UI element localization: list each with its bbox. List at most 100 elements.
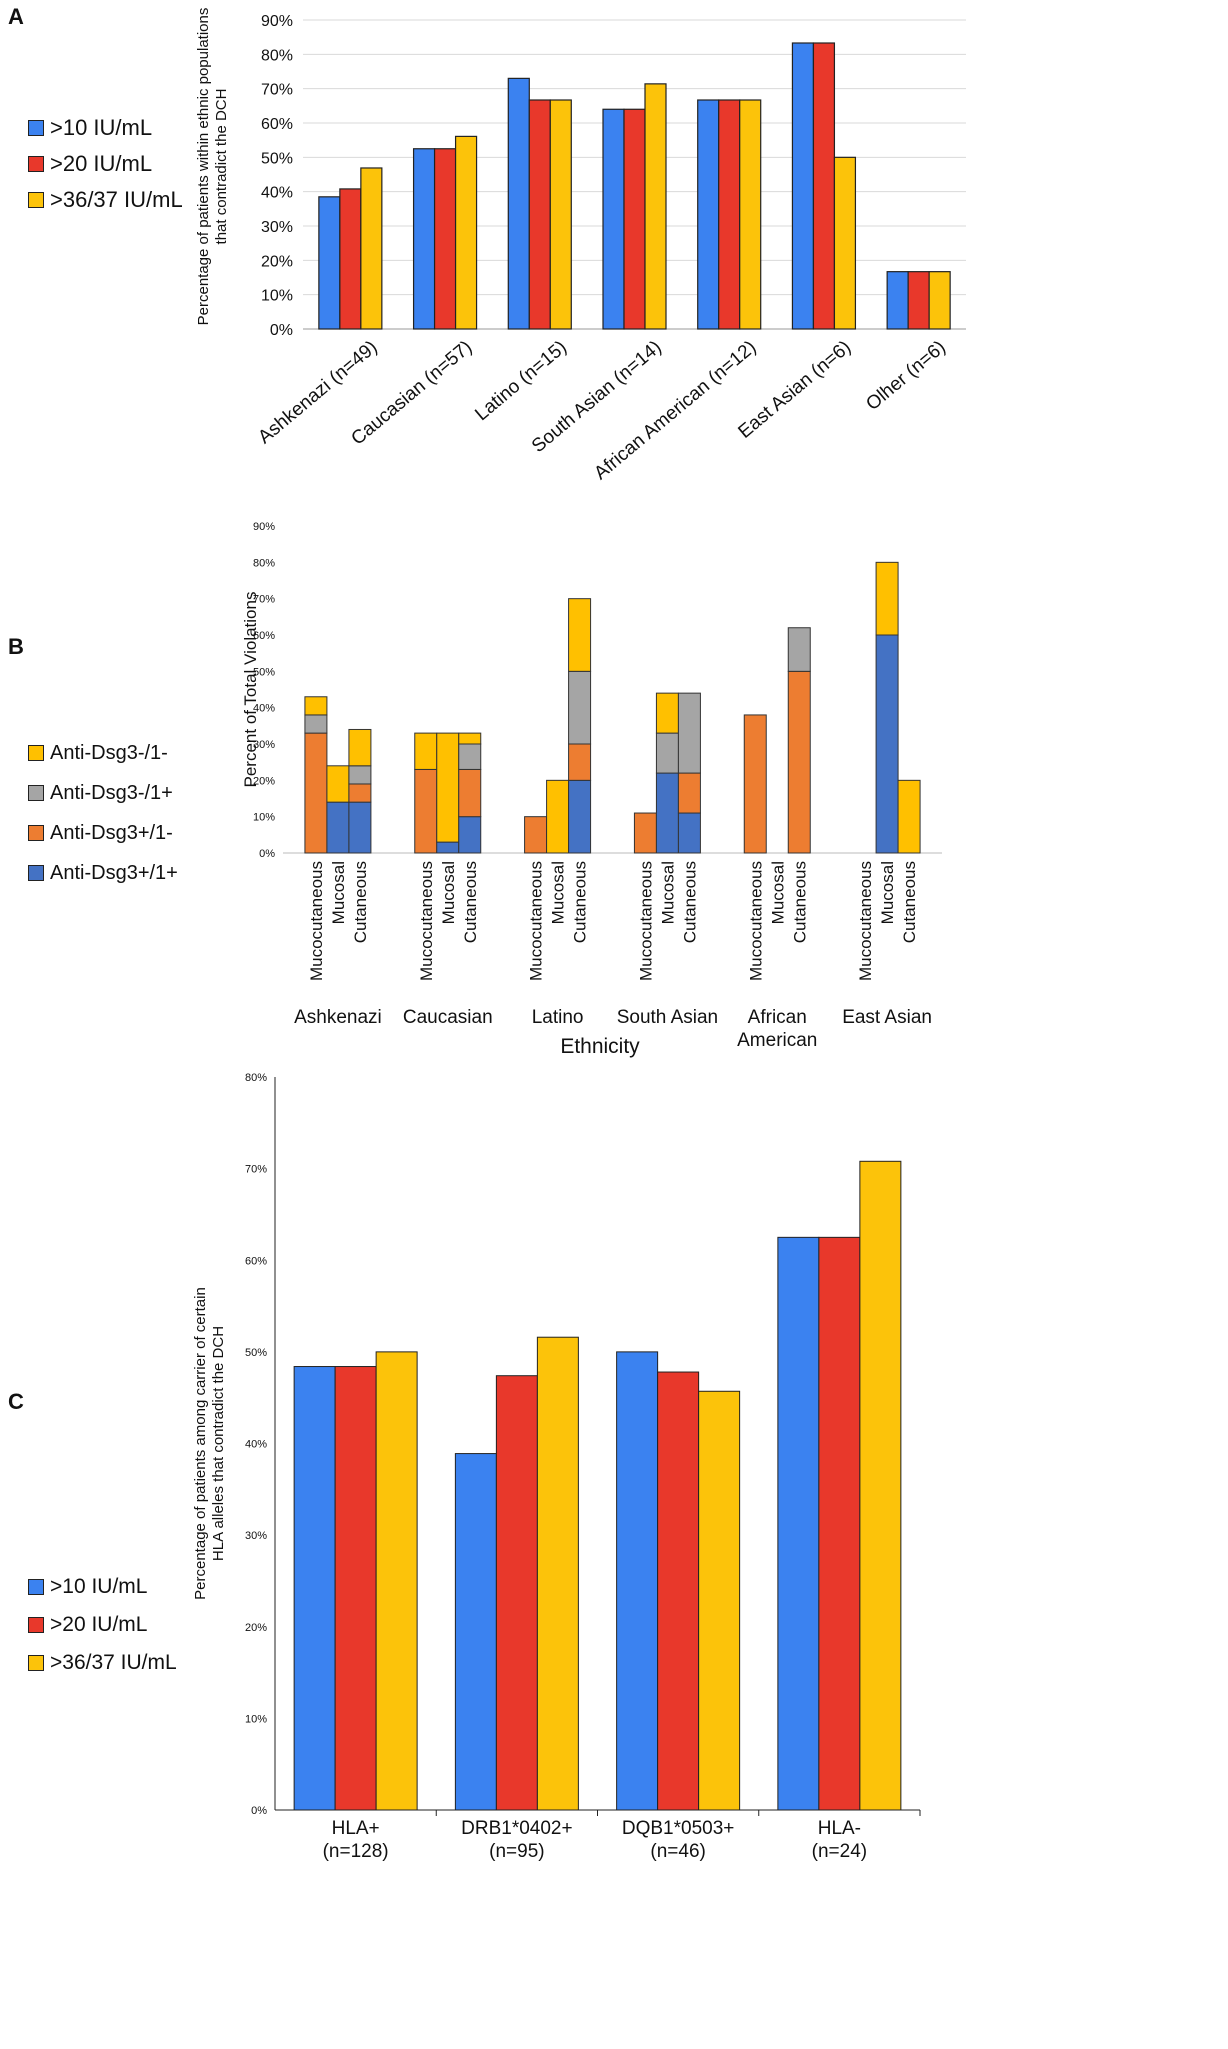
x-tick-label-n: (n=46) [650, 1841, 705, 1862]
bar [293, 1366, 336, 1811]
bar [507, 77, 530, 330]
stacked-bar-segment [436, 841, 460, 854]
x-group-label: South Asian [617, 1007, 718, 1028]
stacked-bar-segment [458, 768, 482, 818]
stacked-bar-segment [414, 732, 438, 770]
bar [623, 108, 646, 330]
stacked-bar-segment [875, 634, 899, 854]
x-tick-label-n: (n=128) [323, 1841, 389, 1862]
y-tick-label: 0% [251, 1805, 267, 1817]
panel-a-chart: 0%10%20%30%40%50%60%70%80%90%Ashkenazi (… [195, 8, 966, 484]
x-subcategory-label: Cutaneous [790, 861, 809, 943]
panel-c-chart: 0% 10% 20% 30% 40% 50% 60% 70% 80% HLA+(n=128) DRB… [192, 1072, 921, 1862]
stacked-bar-segment [458, 816, 482, 854]
y-tick-label: 50% [245, 1347, 267, 1359]
bar [602, 108, 625, 330]
y-axis-title: Percentage of patients among carrier of … [192, 1287, 227, 1600]
stacked-bar-segment [677, 812, 701, 854]
bar [339, 188, 362, 330]
bar [433, 148, 457, 330]
stacked-bar-segment [568, 670, 592, 745]
panel-a-letter: A [8, 4, 24, 29]
stacked-bar-segment [304, 696, 328, 716]
x-subcategory-label: Cutaneous [351, 861, 370, 943]
x-group-label: East Asian [842, 1007, 932, 1028]
x-subcategory-label: Mucocutaneous [307, 861, 326, 981]
x-subcategory-label: Mucosal [878, 861, 897, 924]
legend-label: Anti-Dsg3-/1- [50, 741, 168, 764]
x-subcategory-label: Cutaneous [461, 861, 480, 943]
bar [657, 1371, 700, 1811]
y-tick-label: 60% [253, 630, 275, 642]
bar [791, 42, 815, 330]
y-tick-label: 0% [259, 848, 275, 860]
legend-swatch [28, 825, 44, 841]
bar [739, 99, 762, 330]
legend-swatch [28, 745, 44, 761]
legend-label: >10 IU/mL [50, 115, 153, 140]
x-subcategory-label: Mucocutaneous [856, 861, 875, 981]
bar [818, 1236, 861, 1811]
x-group-label: Ashkenazi [294, 1007, 382, 1028]
legend-label: Anti-Dsg3-/1+ [50, 781, 173, 804]
y-tick-label: 40% [245, 1439, 267, 1451]
stacked-bar-segment [677, 692, 701, 774]
x-group-label: African [748, 1007, 807, 1028]
y-tick-label: 80% [253, 557, 275, 569]
legend-swatch [28, 1617, 44, 1633]
x-group-label: American [737, 1030, 817, 1051]
panel-b: B Anti-Dsg3-/1- Anti-Dsg3-/1+ Anti-Dsg3+/1… [0, 521, 1228, 1390]
x-subcategory-label: Mucocutaneous [746, 861, 765, 981]
x-tick-label-n: (n=95) [489, 1841, 544, 1862]
legend-swatch [28, 192, 44, 208]
legend-swatch [28, 785, 44, 801]
stacked-bar-segment [436, 732, 460, 843]
y-tick-label: 40% [253, 703, 275, 715]
y-tick-label: 70% [253, 594, 275, 606]
bar [536, 1336, 579, 1811]
x-subcategory-label: Mucosal [768, 861, 787, 924]
stacked-bar-segment [348, 728, 372, 767]
bar [697, 99, 720, 330]
stacked-bar-segment [568, 743, 592, 781]
x-subcategory-label: Mucocutaneous [527, 861, 546, 981]
legend-label: Anti-Dsg3+/1+ [50, 861, 178, 884]
legend-item: >36/37 IU/mL [28, 1644, 177, 1682]
y-tick-label: 30% [253, 739, 275, 751]
x-tick-label: DQB1*0503+ [622, 1818, 735, 1839]
stacked-bar-segment [655, 772, 679, 854]
stacked-bar-segment [304, 714, 328, 734]
bar [644, 83, 667, 330]
panel-c: C >10 IU/mL >20 IU/mL >36/37 IU/mL 0% 10% 20… [0, 1072, 1228, 2049]
y-tick-label: 70% [245, 1164, 267, 1176]
legend-item: >20 IU/mL [28, 1606, 177, 1644]
stacked-bar-segment [568, 779, 592, 854]
y-tick-label: 50% [253, 666, 275, 678]
y-tick-label: 80% [245, 1072, 267, 1084]
x-subcategory-label: Cutaneous [571, 861, 590, 943]
panel-b-chart: 0% 10% 20% 30% 40% 50% 60% 70% 80% 90% Mucocutaneo… [241, 521, 942, 1058]
bar [334, 1366, 377, 1811]
y-tick-label: 70% [261, 82, 293, 99]
legend-item: >20 IU/mL [28, 146, 183, 182]
bar [495, 1375, 538, 1811]
x-tick-label: African American (n=12) [590, 337, 760, 484]
x-tick-label-n: (n=24) [812, 1841, 867, 1862]
bar [718, 99, 741, 330]
y-tick-label: 80% [261, 47, 293, 64]
panel-a-legend: >10 IU/mL >20 IU/mL >36/37 IU/mL [28, 110, 183, 218]
stacked-bar-segment [348, 801, 372, 854]
legend-swatch [28, 1579, 44, 1595]
legend-item: Anti-Dsg3+/1+ [28, 853, 178, 893]
stacked-bar-segment [524, 816, 548, 854]
x-tick-label: HLA+ [332, 1818, 380, 1839]
x-tick-label: DRB1*0402+ [461, 1818, 572, 1839]
x-subcategory-label: Mucosal [439, 861, 458, 924]
legend-item: >36/37 IU/mL [28, 182, 183, 218]
y-axis-title: Percent of Total Violations [241, 592, 260, 788]
stacked-bar-segment [326, 765, 350, 803]
stacked-bar-segment [875, 561, 899, 636]
stacked-bar-segment [304, 732, 328, 854]
y-tick-label: 20% [245, 1622, 267, 1634]
bar [616, 1351, 659, 1811]
